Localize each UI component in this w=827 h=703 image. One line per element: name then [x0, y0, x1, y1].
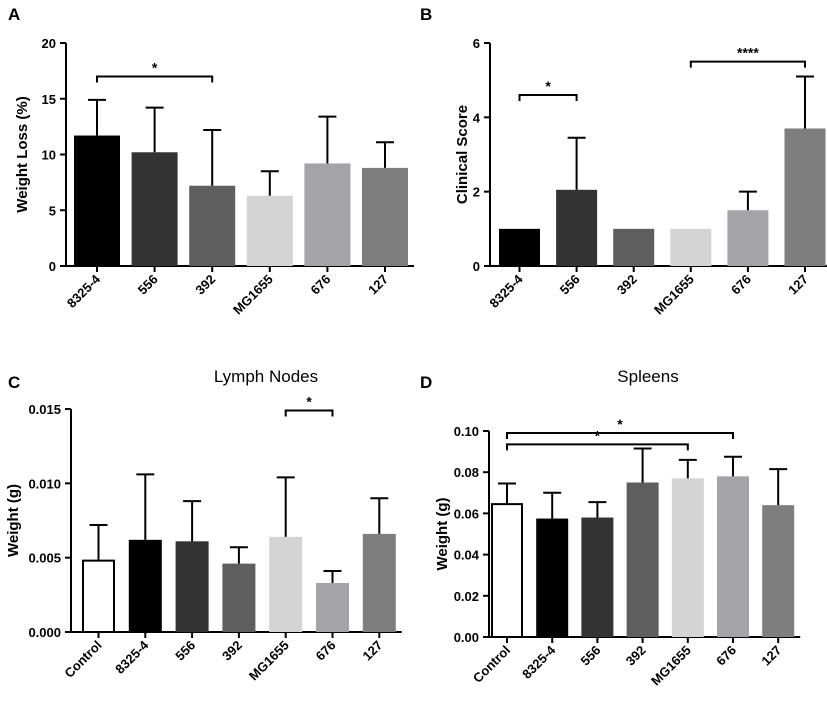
significance-bracket: [284, 409, 334, 417]
x-tick-label: 127: [758, 643, 784, 669]
bar-556: [131, 152, 178, 266]
y-axis-label: Clinical Score: [454, 105, 471, 204]
y-tick-label: 0.000: [28, 625, 61, 640]
bar-8325-4: [74, 135, 120, 266]
y-axis-label: Weight Loss (%): [14, 96, 31, 212]
bar-127: [762, 505, 795, 637]
panel-letter: A: [8, 5, 20, 24]
significance-label: *: [617, 416, 623, 432]
x-tick-label: 127: [785, 272, 811, 298]
y-tick-label: 20: [42, 36, 56, 51]
significance-label: *: [595, 427, 601, 443]
x-tick-label: 676: [308, 272, 334, 298]
chart-panel-c: C Lymph Nodes Weight (g) 0.000 0.005 0.010 0.0…: [5, 367, 402, 683]
x-tick-label: 8325-4: [519, 642, 559, 682]
chart-panel-a: A Weight Loss (%) 0 5 10 15 20 8325-4 556 392 MG16…: [8, 5, 414, 317]
x-tick-label: 392: [219, 638, 245, 664]
y-tick-label: 0.015: [28, 402, 61, 417]
y-tick-label: 0.04: [454, 548, 480, 563]
bar-392: [189, 185, 236, 266]
bar-392: [613, 228, 655, 266]
x-tick-label: 127: [365, 272, 391, 298]
x-tick-label: 127: [359, 638, 385, 664]
bar-392: [626, 482, 659, 637]
significance-label: *: [152, 59, 158, 75]
bar-556: [175, 541, 209, 632]
y-tick-label: 0.02: [454, 589, 479, 604]
panel-letter: C: [8, 373, 20, 392]
significance-bracket: [689, 60, 806, 68]
x-tick-label: 556: [172, 638, 198, 664]
bar-392: [222, 563, 256, 632]
x-tick-label: 8325-4: [486, 271, 526, 311]
y-tick-label: 0: [49, 259, 56, 274]
x-tick-label: 676: [313, 638, 339, 664]
y-axis-label: Weight (g): [5, 484, 22, 557]
x-tick-label: 556: [135, 272, 161, 298]
bar-control: [491, 503, 523, 638]
significance-bracket: [518, 94, 578, 102]
chart-panel-d: D Spleens Weight (g) 0.00 0.02 0.04 0.06 0.08 0.…: [420, 367, 801, 689]
x-tick-label: MG1655: [648, 643, 694, 689]
y-tick-label: 2: [473, 185, 480, 200]
bar-556: [556, 189, 598, 266]
significance-bracket: [506, 432, 734, 440]
x-tick-label: 556: [557, 272, 583, 298]
significance-label: ****: [737, 45, 759, 61]
significance-label: *: [545, 78, 551, 94]
bar-676: [727, 210, 769, 266]
bar-8325-4: [128, 539, 162, 632]
bar-mg1655: [671, 478, 704, 637]
chart-title: Spleens: [617, 367, 678, 386]
bar-control: [82, 559, 115, 634]
y-tick-label: 6: [473, 36, 480, 51]
y-tick-label: 5: [49, 203, 56, 218]
bar-127: [362, 167, 408, 266]
y-tick-label: 15: [42, 92, 56, 107]
bar-mg1655: [670, 228, 712, 266]
bar-8325-4: [536, 518, 569, 637]
y-tick-label: 0: [473, 259, 480, 274]
bar-mg1655: [246, 195, 293, 266]
x-tick-label: 392: [192, 272, 218, 298]
panel-letter: D: [420, 373, 432, 392]
x-tick-label: Control: [470, 643, 513, 686]
bar-127: [784, 128, 826, 266]
y-tick-label: 4: [473, 110, 481, 125]
x-tick-label: 8325-4: [112, 637, 152, 677]
bar-8325-4: [499, 228, 540, 266]
x-tick-label: 676: [728, 272, 754, 298]
x-tick-label: MG1655: [230, 272, 276, 318]
y-tick-label: 0.06: [454, 506, 479, 521]
chart-title: Lymph Nodes: [214, 367, 318, 386]
y-tick-label: 0.005: [28, 551, 61, 566]
significance-label: *: [306, 393, 312, 409]
x-tick-label: 676: [713, 643, 739, 669]
y-tick-label: 0.00: [454, 630, 479, 645]
x-tick-label: MG1655: [246, 638, 292, 684]
x-tick-label: Control: [61, 638, 104, 681]
y-axis-label: Weight (g): [434, 497, 451, 570]
y-tick-label: 10: [42, 148, 56, 163]
y-tick-label: 0.08: [454, 465, 479, 480]
x-tick-label: MG1655: [651, 272, 697, 318]
bar-mg1655: [269, 536, 303, 632]
x-tick-label: 556: [578, 643, 604, 669]
bar-676: [717, 476, 749, 637]
x-tick-label: 392: [614, 272, 640, 298]
panel-letter: B: [420, 5, 432, 24]
y-tick-label: 0.010: [28, 476, 61, 491]
significance-bracket: [96, 75, 214, 83]
bar-676: [304, 163, 351, 266]
significance-bracket: [506, 443, 689, 451]
bar-676: [316, 582, 349, 632]
y-tick-label: 0.10: [454, 424, 479, 439]
chart-panel-b: B Clinical Score 0 2 4 6 8325-4 556 392 MG1655 676…: [420, 5, 827, 317]
x-tick-label: 392: [623, 643, 649, 669]
bar-556: [581, 517, 614, 637]
bar-127: [362, 533, 396, 632]
x-tick-label: 8325-4: [64, 271, 104, 311]
